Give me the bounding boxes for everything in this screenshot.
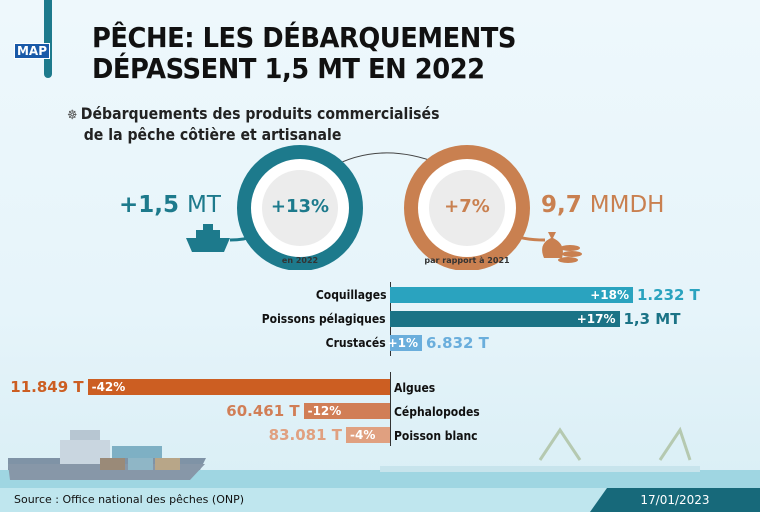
bar-5: -4% bbox=[346, 427, 390, 443]
date: 17/01/2023 bbox=[590, 488, 760, 512]
bar-3: -42% bbox=[87, 379, 390, 395]
subtitle: ☸ Débarquements des produits commercialis… bbox=[67, 104, 439, 144]
quantity-label: 83.081 T bbox=[268, 426, 342, 444]
category-label: Coquillages bbox=[315, 288, 386, 302]
money-bag-icon bbox=[542, 232, 582, 263]
ship-icon bbox=[186, 224, 230, 252]
bar-pct-label: -42% bbox=[91, 380, 126, 394]
category-label: Céphalopodes bbox=[394, 405, 480, 419]
subtitle-line-1: Débarquements des produits commercialisé… bbox=[80, 104, 440, 123]
value-disc bbox=[429, 170, 505, 246]
title-line-1: PÊCHE: LES DÉBARQUEMENTS bbox=[92, 21, 517, 54]
bar-1: +17% bbox=[390, 311, 620, 327]
volume-figure: +1,5 MT bbox=[119, 192, 221, 218]
ship-wheel-icon: ☸ bbox=[67, 108, 78, 123]
map-logo: MAP bbox=[14, 43, 50, 59]
subtitle-line-2: de la pêche côtière et artisanale bbox=[83, 125, 342, 144]
highlight-circles bbox=[186, 145, 582, 270]
category-label: Crustacés bbox=[326, 336, 386, 350]
bar-4: -12% bbox=[303, 403, 390, 419]
axis-negative bbox=[390, 372, 391, 446]
bar-pct-label: -12% bbox=[307, 404, 342, 418]
volume-growth: +13% bbox=[270, 196, 330, 217]
quantity-label: 6.832 T bbox=[426, 334, 489, 352]
bar-pct-label: +17% bbox=[576, 312, 616, 326]
quantity-label: 1.232 T bbox=[637, 286, 700, 304]
page-title: PÊCHE: LES DÉBARQUEMENTS DÉPASSENT 1,5 M… bbox=[92, 22, 516, 84]
value-caption: par rapport à 2021 bbox=[424, 256, 510, 265]
bar-pct-label: +18% bbox=[590, 288, 629, 302]
bar-pct-label: +1% bbox=[387, 336, 418, 350]
category-label: Algues bbox=[394, 381, 436, 395]
category-label: Poissons pélagiques bbox=[262, 312, 386, 326]
value-growth: +7% bbox=[444, 196, 490, 217]
port-illustration bbox=[0, 426, 760, 490]
value-figure: 9,7 MMDH bbox=[541, 192, 665, 218]
category-label: Poisson blanc bbox=[394, 429, 478, 443]
bar-pct-label: -4% bbox=[350, 428, 376, 442]
quantity-label: 11.849 T bbox=[10, 378, 84, 396]
bar-0: +18% bbox=[390, 287, 633, 303]
accent-bar bbox=[44, 0, 52, 78]
volume-disc bbox=[262, 170, 338, 246]
volume-caption: en 2022 bbox=[281, 256, 319, 265]
quantity-label: 1,3 MT bbox=[623, 310, 681, 328]
source-text: Source : Office national des pêches (ONP… bbox=[14, 493, 245, 506]
bar-2: +1% bbox=[387, 335, 422, 351]
quantity-label: 60.461 T bbox=[226, 402, 300, 420]
title-line-2: DÉPASSENT 1,5 MT EN 2022 bbox=[92, 52, 485, 85]
